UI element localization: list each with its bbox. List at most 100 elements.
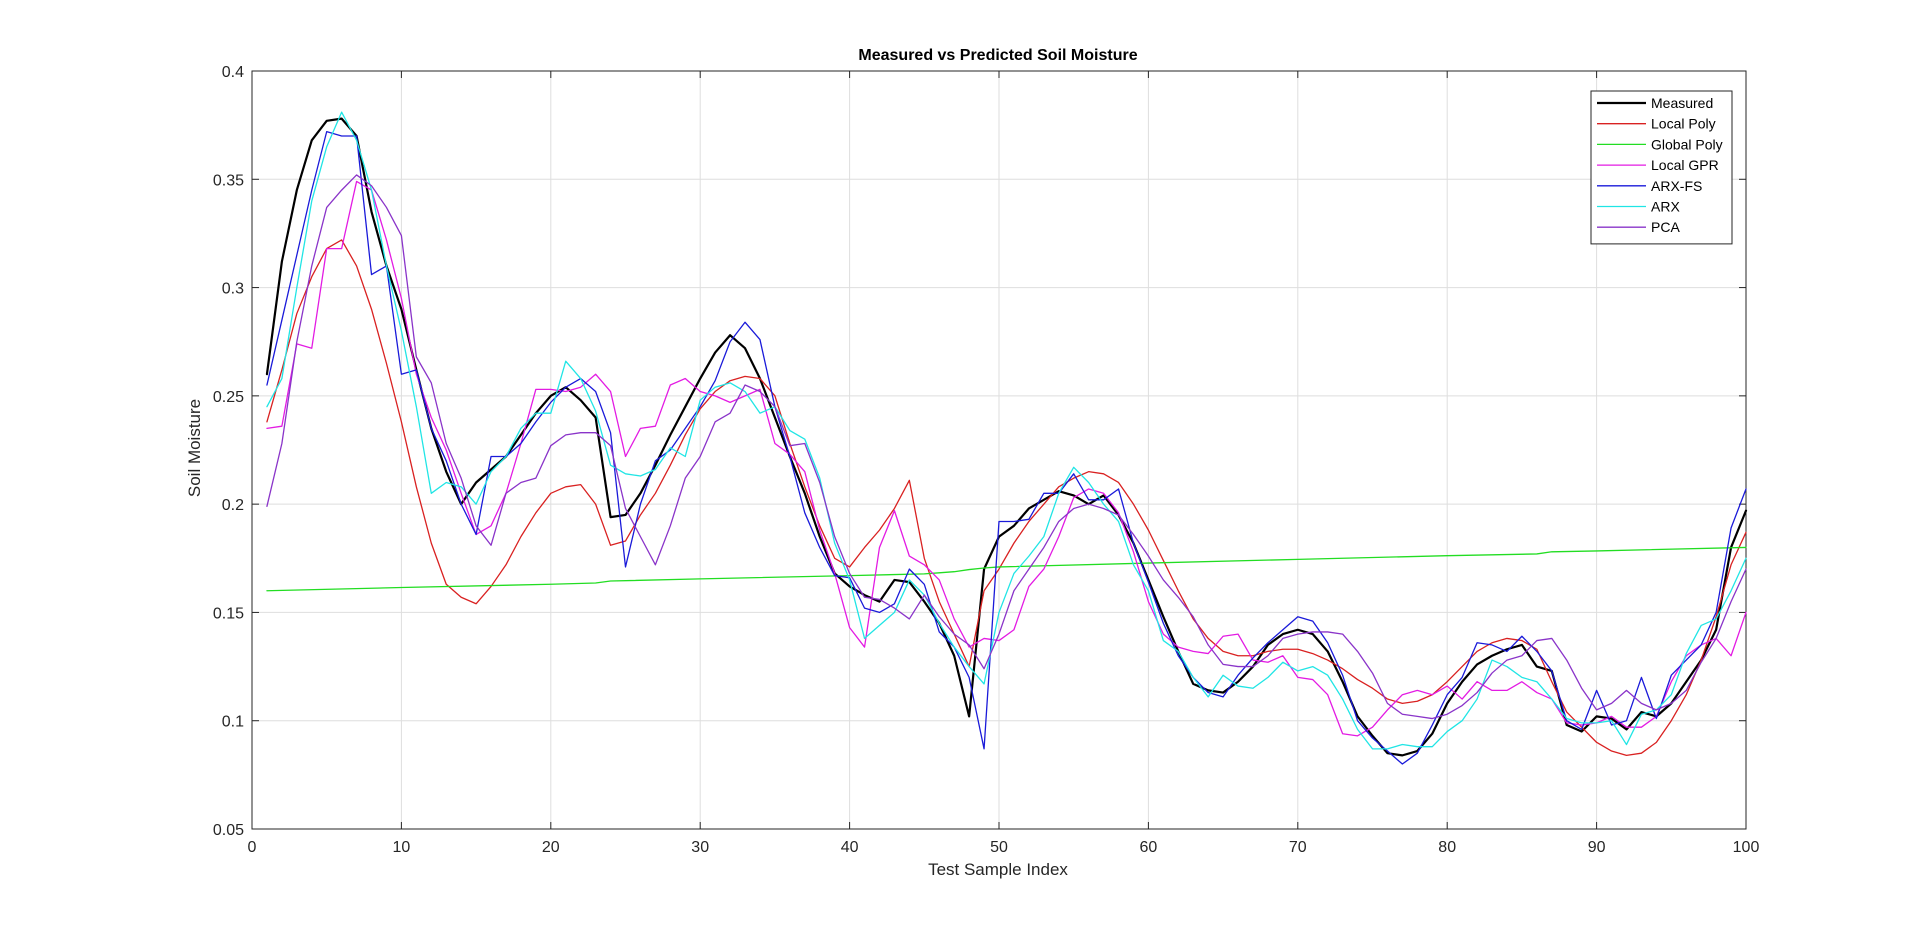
data-point-local-poly <box>281 369 282 370</box>
x-tick-label: 100 <box>1733 839 1760 856</box>
data-point-global-poly <box>266 590 267 591</box>
data-point-local-poly <box>879 530 880 531</box>
data-point-arx <box>520 428 521 429</box>
data-point-local-poly <box>1103 473 1104 474</box>
data-point-local-gpr <box>999 640 1000 641</box>
data-point-local-poly <box>401 421 402 422</box>
data-point-pca <box>1372 673 1373 674</box>
data-point-local-poly <box>1013 543 1014 544</box>
data-point-measured <box>1193 683 1194 684</box>
data-point-local-poly <box>999 569 1000 570</box>
data-point-arx-fs <box>1686 660 1687 661</box>
data-point-local-poly <box>1297 649 1298 650</box>
data-point-arx-fs <box>969 677 970 678</box>
data-point-arx-fs <box>1327 642 1328 643</box>
data-point-pca <box>446 443 447 444</box>
data-point-arx <box>640 475 641 476</box>
chart-title: Measured vs Predicted Soil Moisture <box>858 47 1137 64</box>
data-point-local-poly <box>446 584 447 585</box>
data-point-arx <box>1701 625 1702 626</box>
data-point-pca <box>789 445 790 446</box>
data-point-local-poly <box>386 363 387 364</box>
data-point-arx <box>1536 681 1537 682</box>
data-point-arx <box>1252 688 1253 689</box>
data-point-pca <box>759 391 760 392</box>
data-point-local-poly <box>1521 640 1522 641</box>
data-point-arx-fs <box>401 374 402 375</box>
data-point-local-poly <box>655 493 656 494</box>
data-point-local-gpr <box>1447 686 1448 687</box>
data-point-local-poly <box>1402 703 1403 704</box>
data-point-pca <box>999 634 1000 635</box>
data-point-arx-fs <box>1223 696 1224 697</box>
x-tick-label: 30 <box>691 839 709 856</box>
data-point-local-gpr <box>1088 488 1089 489</box>
data-point-local-gpr <box>804 471 805 472</box>
data-point-global-poly <box>1297 559 1298 560</box>
data-point-local-gpr <box>1103 493 1104 494</box>
data-point-pca <box>610 445 611 446</box>
data-point-arx-fs <box>1656 718 1657 719</box>
data-point-measured <box>804 493 805 494</box>
data-point-arx-fs <box>1118 488 1119 489</box>
data-point-pca <box>1641 703 1642 704</box>
data-point-local-poly <box>700 408 701 409</box>
data-point-pca <box>595 432 596 433</box>
data-point-local-poly <box>580 484 581 485</box>
data-point-measured <box>1746 510 1747 511</box>
data-point-local-gpr <box>1013 629 1014 630</box>
data-point-measured <box>1447 703 1448 704</box>
data-point-measured <box>1208 690 1209 691</box>
legend-label: Local Poly <box>1651 116 1716 132</box>
data-point-arx-fs <box>1282 629 1283 630</box>
data-point-pca <box>655 564 656 565</box>
data-point-local-gpr <box>1432 694 1433 695</box>
data-point-local-gpr <box>565 391 566 392</box>
data-point-global-poly <box>984 568 985 569</box>
data-point-arx <box>580 378 581 379</box>
data-point-arx <box>1148 590 1149 591</box>
data-point-local-gpr <box>670 385 671 386</box>
data-point-measured <box>685 406 686 407</box>
data-point-pca <box>1506 660 1507 661</box>
data-point-arx-fs <box>759 339 760 340</box>
data-point-global-poly <box>1447 555 1448 556</box>
data-point-measured <box>864 595 865 596</box>
data-point-arx <box>670 447 671 448</box>
data-point-arx <box>1387 748 1388 749</box>
data-point-local-gpr <box>819 530 820 531</box>
data-point-local-gpr <box>491 525 492 526</box>
data-point-local-poly <box>520 536 521 537</box>
data-point-arx <box>1731 590 1732 591</box>
data-point-arx-fs <box>1312 621 1313 622</box>
data-point-local-poly <box>834 558 835 559</box>
data-point-local-gpr <box>535 389 536 390</box>
data-point-pca <box>461 478 462 479</box>
legend-items: Measured Local Poly Global Poly Local GPR AR… <box>1597 95 1723 235</box>
data-point-pca <box>476 525 477 526</box>
series-local-gpr <box>266 180 1747 737</box>
data-point-arx-fs <box>730 341 731 342</box>
data-point-pca <box>819 482 820 483</box>
data-point-pca <box>1671 703 1672 704</box>
data-point-arx-fs <box>520 443 521 444</box>
data-point-global-poly <box>1746 547 1747 548</box>
data-point-local-poly <box>924 558 925 559</box>
data-point-local-gpr <box>1417 690 1418 691</box>
data-point-local-gpr <box>1746 612 1747 613</box>
data-point-arx <box>476 504 477 505</box>
data-point-local-poly <box>640 514 641 515</box>
series-local-poly <box>266 239 1747 757</box>
data-point-arx <box>1447 731 1448 732</box>
data-point-local-poly <box>1611 751 1612 752</box>
data-point-arx-fs <box>371 274 372 275</box>
data-point-measured <box>984 569 985 570</box>
data-point-local-poly <box>1208 638 1209 639</box>
data-point-arx <box>954 647 955 648</box>
legend-item: Global Poly <box>1597 136 1723 152</box>
data-point-local-poly <box>1671 720 1672 721</box>
ticks <box>251 70 1747 830</box>
data-point-arx <box>1297 670 1298 671</box>
data-point-arx-fs <box>879 612 880 613</box>
data-point-measured <box>1716 629 1717 630</box>
